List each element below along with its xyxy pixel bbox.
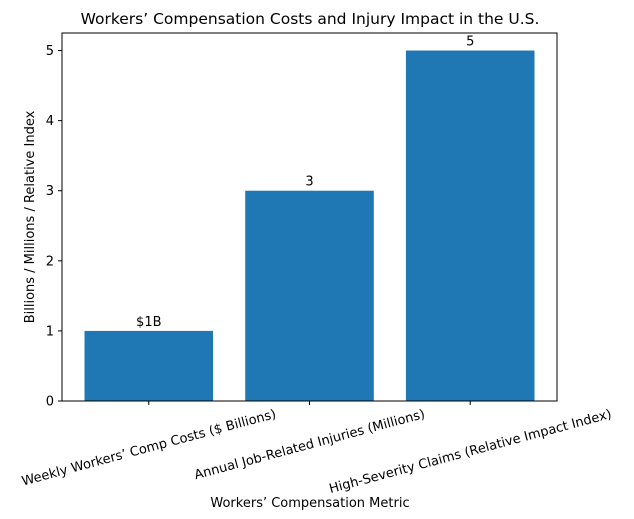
x-tick-label: Weekly Workers’ Comp Costs ($ Billions)	[20, 407, 278, 489]
data-label: $1B	[136, 315, 161, 330]
data-label: 5	[466, 35, 474, 50]
y-tick-label: 3	[46, 184, 54, 199]
bar	[84, 330, 214, 401]
y-tick-label: 1	[46, 324, 54, 339]
bar	[245, 190, 374, 401]
data-label: 3	[305, 175, 313, 190]
y-axis-label: Billions / Millions / Relative Index	[23, 110, 38, 323]
y-tick-label: 0	[46, 395, 54, 410]
y-tick-label: 4	[46, 114, 54, 129]
y-tick-label: 2	[46, 254, 54, 269]
y-tick-label: 5	[46, 44, 54, 59]
x-axis-label: Workers’ Compensation Metric	[210, 496, 409, 511]
chart-title: Workers’ Compensation Costs and Injury I…	[81, 10, 540, 28]
bar	[405, 50, 535, 402]
plot-area-frame	[61, 32, 558, 402]
